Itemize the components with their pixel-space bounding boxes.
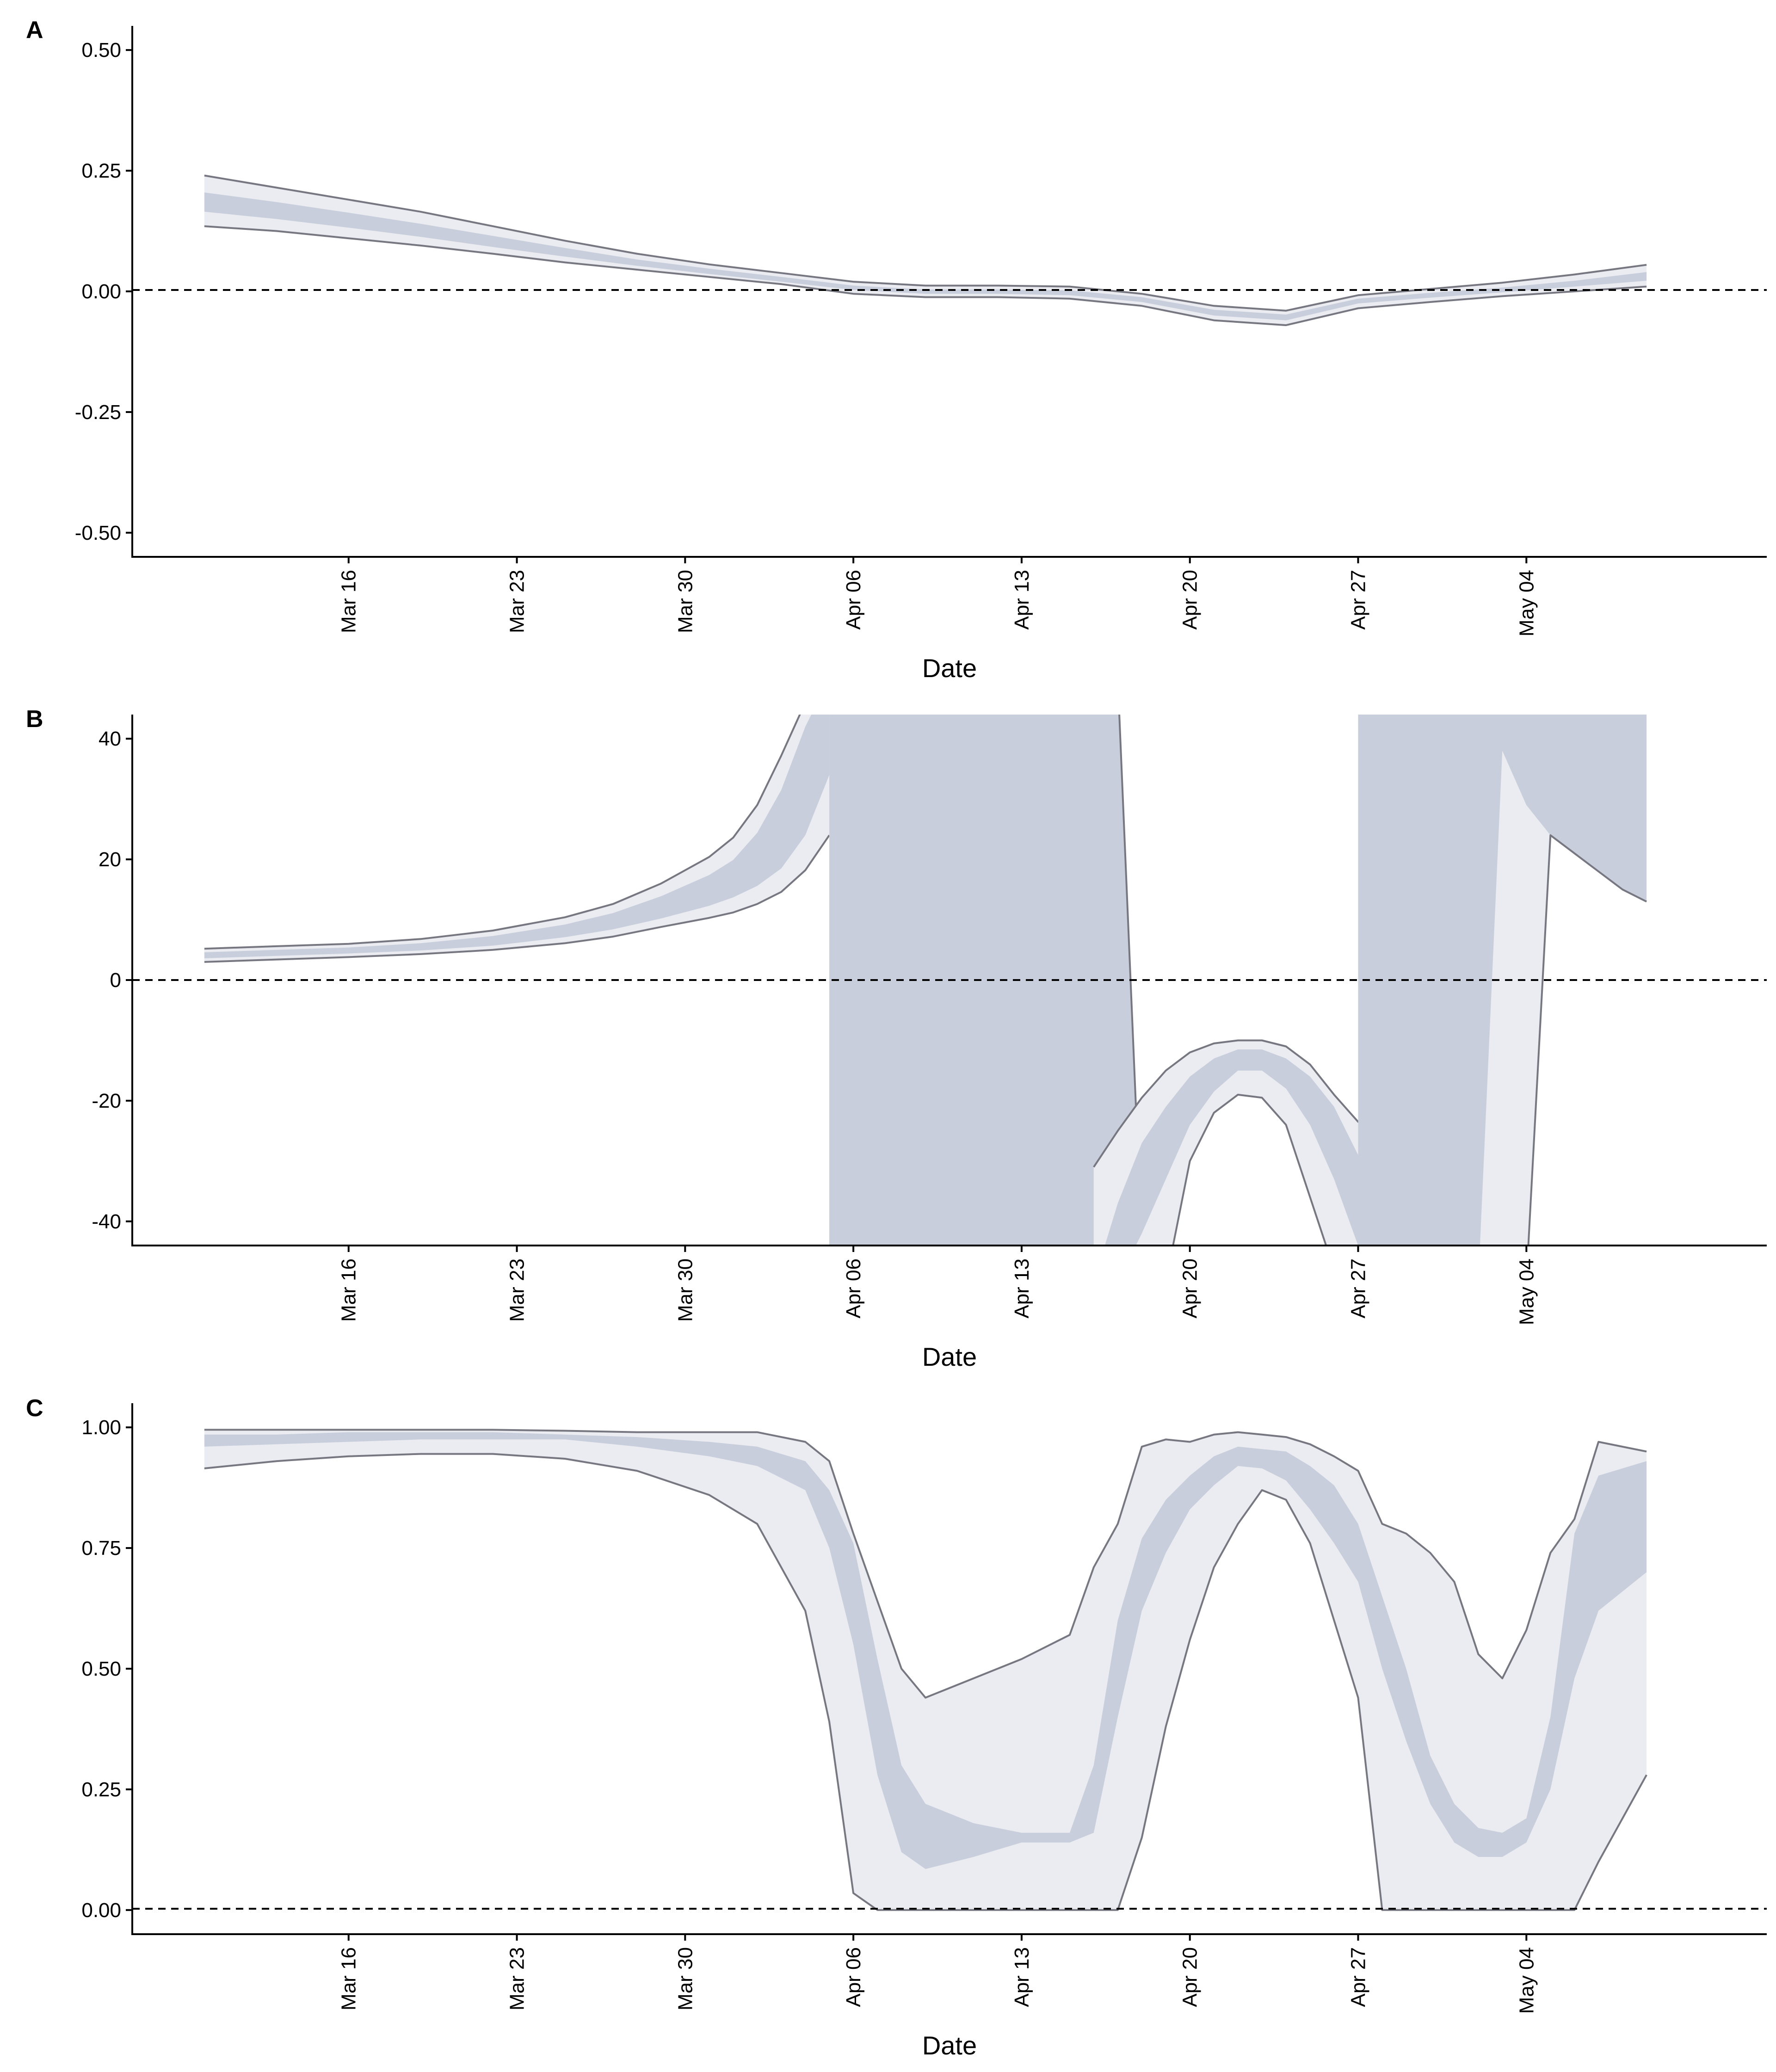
panel-b-band-mid-1: [829, 715, 1142, 1246]
x-tick-label: Apr 13: [1011, 570, 1033, 630]
panel-a-upper-bound-line-0: [204, 174, 1647, 312]
y-tick-label: 0.50: [81, 1658, 121, 1680]
x-tick-label: Mar 23: [506, 1947, 529, 2010]
x-tick-label: Mar 30: [674, 1258, 697, 1322]
y-tick-label: 0.00: [81, 1899, 121, 1922]
panel-a-letter: A: [26, 17, 43, 43]
x-tick-label: Mar 23: [506, 570, 529, 633]
panel-c-letter: C: [26, 1395, 43, 1422]
x-tick-label: Mar 23: [506, 1258, 529, 1322]
panel-b-lower-bound-line-3: [1527, 834, 1647, 1246]
y-tick-label: 0.25: [81, 1778, 121, 1801]
y-tick-label: 0.00: [81, 280, 121, 303]
panel-c-upper-bound-line-0: [204, 1429, 1647, 1699]
x-tick-label: Apr 27: [1347, 570, 1370, 630]
panel-a-lower-bound-line-0: [204, 225, 1647, 327]
y-tick-label: 0: [110, 969, 121, 992]
y-tick-label: -20: [92, 1090, 121, 1112]
x-tick-label: Apr 13: [1011, 1947, 1033, 2007]
panel-c-bands: [204, 1429, 1647, 1911]
x-tick-label: Apr 20: [1179, 570, 1202, 630]
panel-b-x-axis-title: Date: [922, 1342, 977, 1371]
y-tick-label: 0.25: [81, 160, 121, 182]
y-tick-label: -40: [92, 1210, 121, 1233]
x-tick-label: May 04: [1515, 1258, 1538, 1325]
x-tick-label: May 04: [1515, 1947, 1538, 2014]
panel-b-upper-bound-line-0: [204, 715, 801, 950]
panel-b-letter: B: [26, 706, 43, 733]
x-tick-label: Apr 13: [1011, 1258, 1033, 1319]
x-tick-label: Apr 20: [1179, 1947, 1202, 2007]
y-tick-label: 40: [99, 728, 121, 750]
panel-c-x-ticks: Mar 16 Mar 23 Mar 30 Apr 06 Apr 13 Apr 20 Apr …: [338, 1934, 1538, 2014]
x-tick-label: Apr 20: [1179, 1258, 1202, 1319]
panel-b-x-ticks: Mar 16 Mar 23 Mar 30 Apr 06 Apr 13 Apr 20 Apr …: [338, 1246, 1538, 1325]
panel-b-bands: [204, 715, 1647, 1246]
panel-b-lower-bound-line-2: [1172, 1093, 1327, 1246]
x-tick-label: Apr 27: [1347, 1258, 1370, 1319]
panel-a: A -0.50-0.250.000.250.50 Mar 16 Mar 23 Mar…: [26, 17, 1767, 683]
x-tick-label: Mar 30: [674, 1947, 697, 2010]
panel-c-y-ticks: 0.00 0.25 0.50 0.75 1.00: [81, 1416, 132, 1922]
panel-a-band-outer-0: [204, 175, 1647, 326]
y-tick-label: 20: [99, 848, 121, 871]
panel-a-x-axis-title: Date: [922, 654, 977, 683]
x-tick-label: Mar 30: [674, 570, 697, 633]
panel-b-band-mid-0: [204, 715, 830, 958]
x-tick-label: Mar 16: [338, 1947, 360, 2010]
panel-b-lower-bound-line-0: [204, 834, 830, 963]
y-tick-label: -0.50: [75, 522, 121, 544]
panel-b-y-ticks: -40 -20 0 20 40: [92, 728, 132, 1233]
panel-b-band-mid-3: [1358, 715, 1647, 1246]
x-tick-label: May 04: [1515, 570, 1538, 636]
x-tick-label: Mar 16: [338, 1258, 360, 1322]
x-tick-label: Apr 06: [842, 1947, 865, 2007]
panel-a-bands: [204, 174, 1647, 327]
x-tick-label: Apr 27: [1347, 1947, 1370, 2007]
panel-a-y-ticks: -0.50 -0.25 0.00 0.25 0.50: [75, 39, 132, 544]
x-tick-label: Apr 06: [842, 1258, 865, 1319]
panel-c: C 0.00 0.25 0.50 0.75 1.00 Mar 16 Mar 23 Mar 3…: [26, 1395, 1767, 2060]
x-tick-label: Mar 16: [338, 570, 360, 633]
panel-c-x-axis-title: Date: [922, 2031, 977, 2060]
panel-a-x-ticks: Mar 16 Mar 23 Mar 30 Apr 06 Apr 13 Apr 20 Apr …: [338, 557, 1538, 636]
y-tick-label: 1.00: [81, 1416, 121, 1439]
panel-c-lower-bound-line-0: [204, 1453, 1647, 1911]
y-tick-label: 0.75: [81, 1537, 121, 1560]
x-tick-label: Apr 06: [842, 570, 865, 630]
y-tick-label: 0.50: [81, 39, 121, 62]
y-tick-label: -0.25: [75, 401, 121, 424]
panel-b: B -40 -20 0 20 40 Mar 16 Mar 23 Mar 30 Apr 06 Ap…: [26, 706, 1767, 1371]
